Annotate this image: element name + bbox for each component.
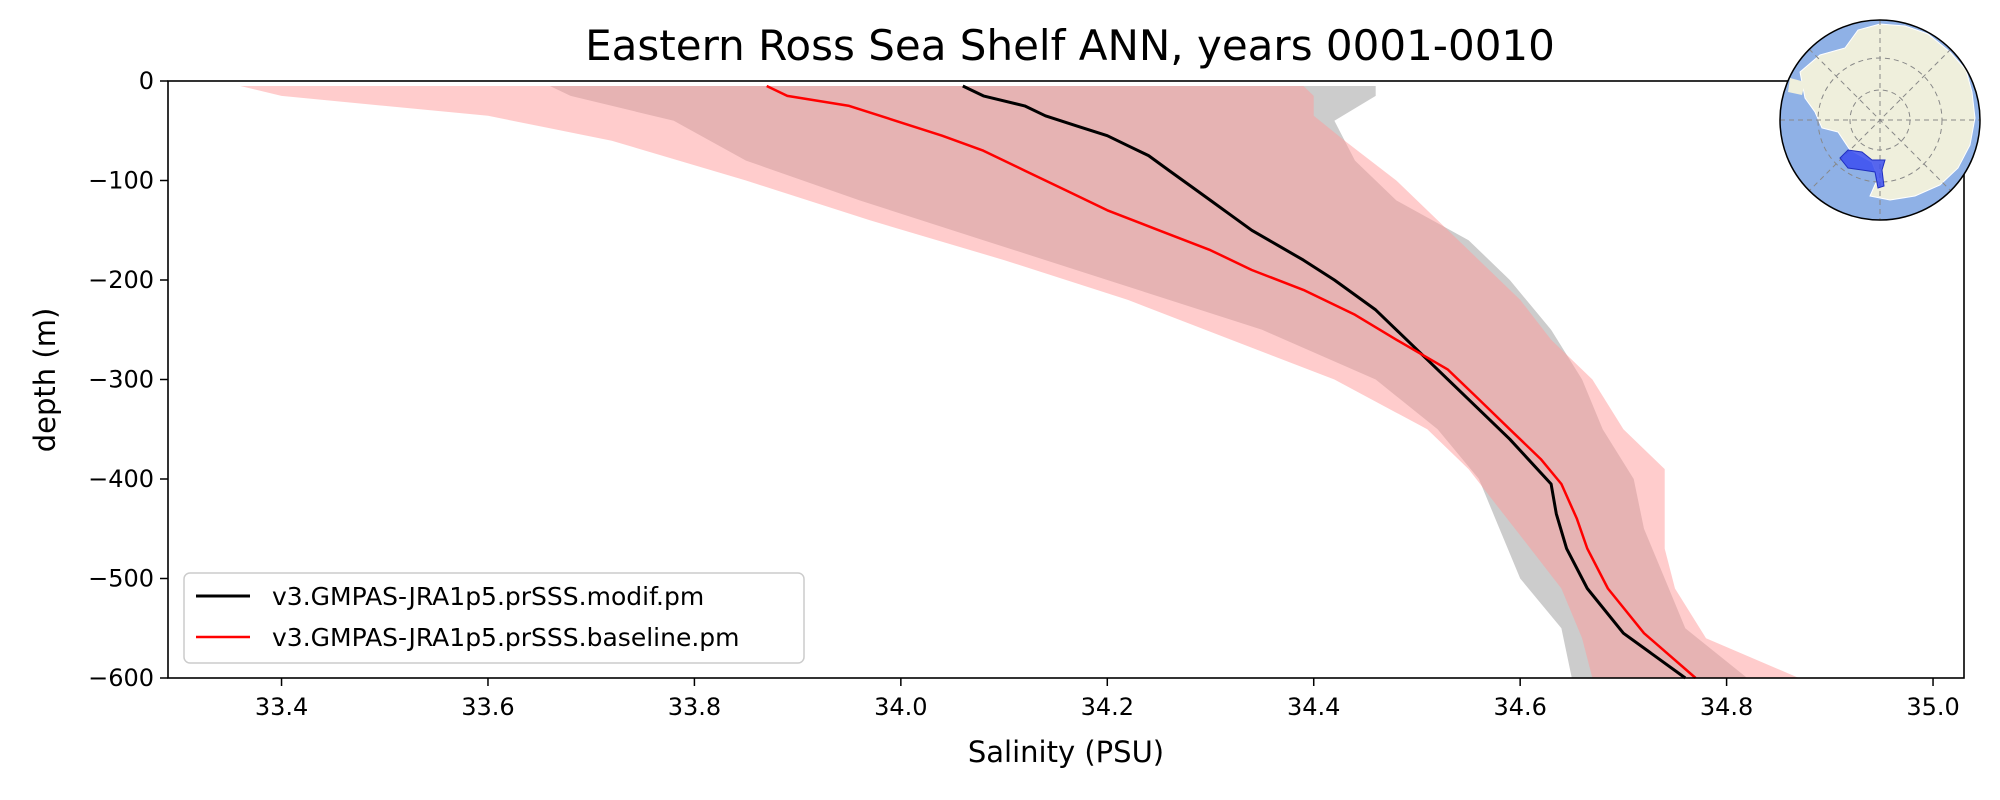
- x-tick-label: 34.6: [1493, 693, 1546, 721]
- series-line-baseline: [766, 84, 1697, 679]
- x-tick-label: 34.2: [1081, 693, 1134, 721]
- x-tick-label: 33.4: [255, 693, 308, 721]
- range-bands: [240, 86, 1799, 678]
- y-tick-label: −400: [88, 465, 154, 493]
- inset-meridian-4: [1808, 48, 1952, 192]
- y-tick-label: −500: [88, 565, 154, 593]
- y-tick-label: 0: [139, 67, 154, 95]
- x-axis-ticks: 33.4 33.6 33.8 34.0 34.2 34.4 34.6 34.8 35.0: [255, 678, 1960, 721]
- legend: v3.GMPAS-JRA1p5.prSSS.modif.pm v3.GMPAS-…: [183, 572, 805, 664]
- inset-map: [1779, 19, 1981, 221]
- x-tick-label: 34.8: [1700, 693, 1753, 721]
- inset-peninsula: [1788, 78, 1805, 95]
- x-tick-label: 34.4: [1287, 693, 1340, 721]
- y-tick-label: −200: [88, 266, 154, 294]
- inset-region-eastern-ross-sea: [1839, 149, 1886, 189]
- chart-title: Eastern Ross Sea Shelf ANN, years 0001-0…: [585, 21, 1555, 70]
- band-baseline-range: [240, 86, 1799, 678]
- x-axis-label: Salinity (PSU): [968, 735, 1164, 769]
- profile-lines: [766, 84, 1697, 680]
- x-tick-label: 34.0: [874, 693, 927, 721]
- legend-label-baseline: v3.GMPAS-JRA1p5.prSSS.baseline.pm: [272, 623, 740, 652]
- y-tick-label: −300: [88, 366, 154, 394]
- y-tick-label: −600: [88, 664, 154, 692]
- y-axis-label: depth (m): [28, 308, 62, 453]
- x-tick-label: 35.0: [1906, 693, 1959, 721]
- inset-border: [1779, 19, 1981, 221]
- x-tick-label: 33.8: [668, 693, 721, 721]
- x-tick-label: 33.6: [461, 693, 514, 721]
- y-axis-ticks: 0 −100 −200 −300 −400 −500 −600: [88, 67, 168, 692]
- series-line-modif: [962, 84, 1687, 680]
- legend-label-modif: v3.GMPAS-JRA1p5.prSSS.modif.pm: [272, 582, 704, 611]
- legend-box: [183, 572, 805, 664]
- y-tick-label: −100: [88, 167, 154, 195]
